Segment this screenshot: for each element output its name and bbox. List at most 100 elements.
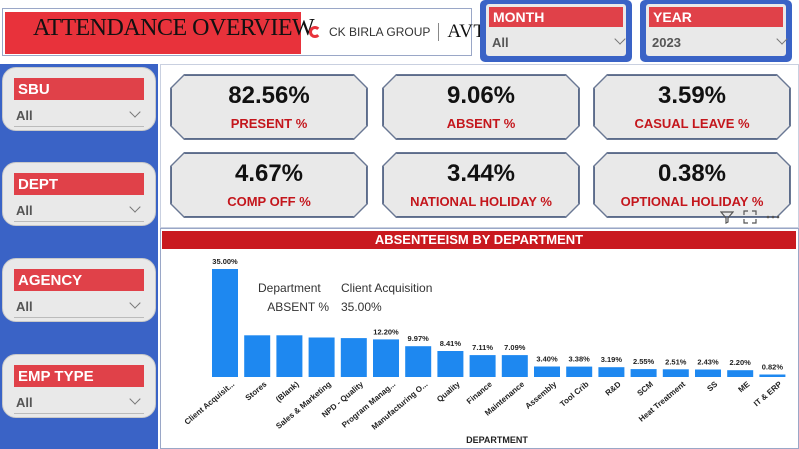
bar-13[interactable] (630, 369, 657, 377)
category-label-15: SS (705, 379, 719, 393)
category-label-10: Assembly (524, 379, 559, 411)
dept-slicer-label: DEPT (14, 173, 144, 195)
bar-9[interactable] (501, 355, 528, 377)
visual-header-icons (720, 210, 780, 224)
title-banner: ATTENDANCE OVERVIEW CK BIRLA GROUP AVTEC… (2, 8, 517, 56)
logo-mark-icon (309, 26, 321, 38)
sbu-slicer-value[interactable]: All (16, 108, 33, 123)
bar-12[interactable] (598, 367, 625, 377)
data-label-5: 12.20% (373, 327, 399, 336)
month-filter[interactable]: MONTH All (480, 0, 632, 62)
bar-5[interactable] (373, 339, 399, 377)
bar-11[interactable] (566, 366, 593, 377)
bar-14[interactable] (662, 369, 689, 377)
year-filter[interactable]: YEAR 2023 (640, 0, 792, 62)
bar-7[interactable] (437, 351, 464, 377)
bar-3[interactable] (308, 337, 335, 378)
slicer-underline (14, 221, 144, 222)
category-label-2: (Blank) (274, 379, 301, 404)
bar-15[interactable] (695, 369, 721, 378)
kpi-card-present: 82.56% PRESENT % (171, 75, 367, 139)
year-filter-value[interactable]: 2023 (652, 35, 681, 50)
dept-slicer[interactable]: DEPT All (2, 162, 156, 226)
kpi-card-optional-holiday: 0.38% OPTIONAL HOLIDAY % (594, 153, 790, 217)
agency-slicer-label: AGENCY (14, 269, 144, 291)
bar-16[interactable] (727, 370, 754, 377)
category-label-6: Manufacturing O... (370, 380, 430, 432)
kpi-label: OPTIONAL HOLIDAY % (620, 194, 764, 209)
category-label-17: IT & ERP (752, 379, 784, 408)
chart-tooltip: Department Client Acquisition ABSENT % 3… (258, 281, 432, 314)
agency-slicer-value[interactable]: All (16, 299, 33, 314)
bar-1[interactable] (244, 335, 271, 377)
data-label-0: 35.00% (212, 257, 238, 266)
data-label-13: 2.55% (633, 357, 655, 366)
kpi-label: NATIONAL HOLIDAY % (410, 194, 552, 209)
kpi-value: 3.44% (446, 160, 516, 187)
kpi-value: 0.38% (657, 160, 727, 187)
data-label-9: 7.09% (504, 343, 526, 352)
tooltip-value-2: 35.00% (341, 300, 382, 314)
category-label-5: Program Manag... (340, 380, 397, 430)
category-label-0: Client Acquisit... (183, 380, 237, 427)
data-label-12: 3.19% (601, 355, 623, 364)
kpi-card-absent: 9.06% ABSENT % (383, 75, 579, 139)
kpi-value: 3.59% (657, 82, 727, 109)
logo-group-text: CK BIRLA GROUP (329, 25, 431, 39)
kpi-card-casual-leave: 3.59% CASUAL LEAVE % (594, 75, 790, 139)
data-label-7: 8.41% (440, 339, 462, 348)
data-label-14: 2.51% (665, 357, 687, 366)
bar-17[interactable] (759, 374, 786, 378)
emp-type-slicer[interactable]: EMP TYPE All (2, 354, 156, 418)
kpi-value: 9.06% (446, 82, 516, 109)
tooltip-field-1: Department (258, 281, 321, 295)
kpi-label: CASUAL LEAVE % (634, 116, 750, 131)
data-label-17: 0.82% (762, 363, 784, 372)
focus-mode-icon[interactable] (743, 210, 757, 224)
filter-icon[interactable] (720, 210, 734, 224)
chart-title: ABSENTEEISM BY DEPARTMENT (162, 231, 796, 249)
bar-6[interactable] (405, 346, 432, 377)
sbu-slicer[interactable]: SBU All (2, 67, 156, 131)
data-label-8: 7.11% (472, 343, 493, 352)
tooltip-value-1: Client Acquisition (341, 281, 432, 295)
category-label-12: R&D (604, 380, 623, 398)
sbu-slicer-label: SBU (14, 78, 144, 100)
slicer-underline (14, 317, 144, 318)
bar-0[interactable] (212, 269, 238, 377)
bar-8[interactable] (469, 355, 496, 377)
data-label-15: 2.43% (697, 358, 719, 367)
kpi-card-national-holiday: 3.44% NATIONAL HOLIDAY % (383, 153, 579, 217)
year-filter-label: YEAR (649, 7, 783, 27)
agency-slicer[interactable]: AGENCY All (2, 258, 156, 322)
logo-divider (438, 23, 440, 41)
kpi-card-comp-off: 4.67% COMP OFF % (171, 153, 367, 217)
emp-type-slicer-value[interactable]: All (16, 395, 33, 410)
dept-slicer-value[interactable]: All (16, 203, 33, 218)
category-label-8: Finance (465, 379, 494, 406)
category-label-16: ME (737, 379, 752, 394)
kpi-value: 4.67% (234, 160, 304, 187)
kpi-value: 82.56% (228, 82, 310, 109)
month-filter-label: MONTH (489, 7, 623, 27)
data-label-11: 3.38% (569, 355, 591, 364)
x-axis-title: DEPARTMENT (466, 435, 528, 445)
slicer-underline (14, 126, 144, 127)
title-background (5, 12, 301, 54)
bar-10[interactable] (534, 366, 560, 378)
tooltip-field-2: ABSENT % (267, 300, 329, 314)
bar-4[interactable] (340, 338, 367, 377)
slicer-underline (14, 413, 144, 414)
bar-2[interactable] (276, 335, 303, 377)
data-label-16: 2.20% (730, 358, 752, 367)
data-label-10: 3.40% (536, 355, 558, 364)
category-label-7: Quality (435, 379, 462, 404)
slicer-panel: SBU All DEPT All AGENCY All EMP TYPE All (0, 64, 158, 449)
data-label-6: 9.97% (408, 334, 430, 343)
month-filter-value[interactable]: All (492, 35, 509, 50)
page-title: ATTENDANCE OVERVIEW (33, 15, 315, 41)
category-label-1: Stores (244, 379, 269, 402)
emp-type-slicer-label: EMP TYPE (14, 365, 144, 387)
more-options-icon[interactable] (766, 210, 780, 224)
